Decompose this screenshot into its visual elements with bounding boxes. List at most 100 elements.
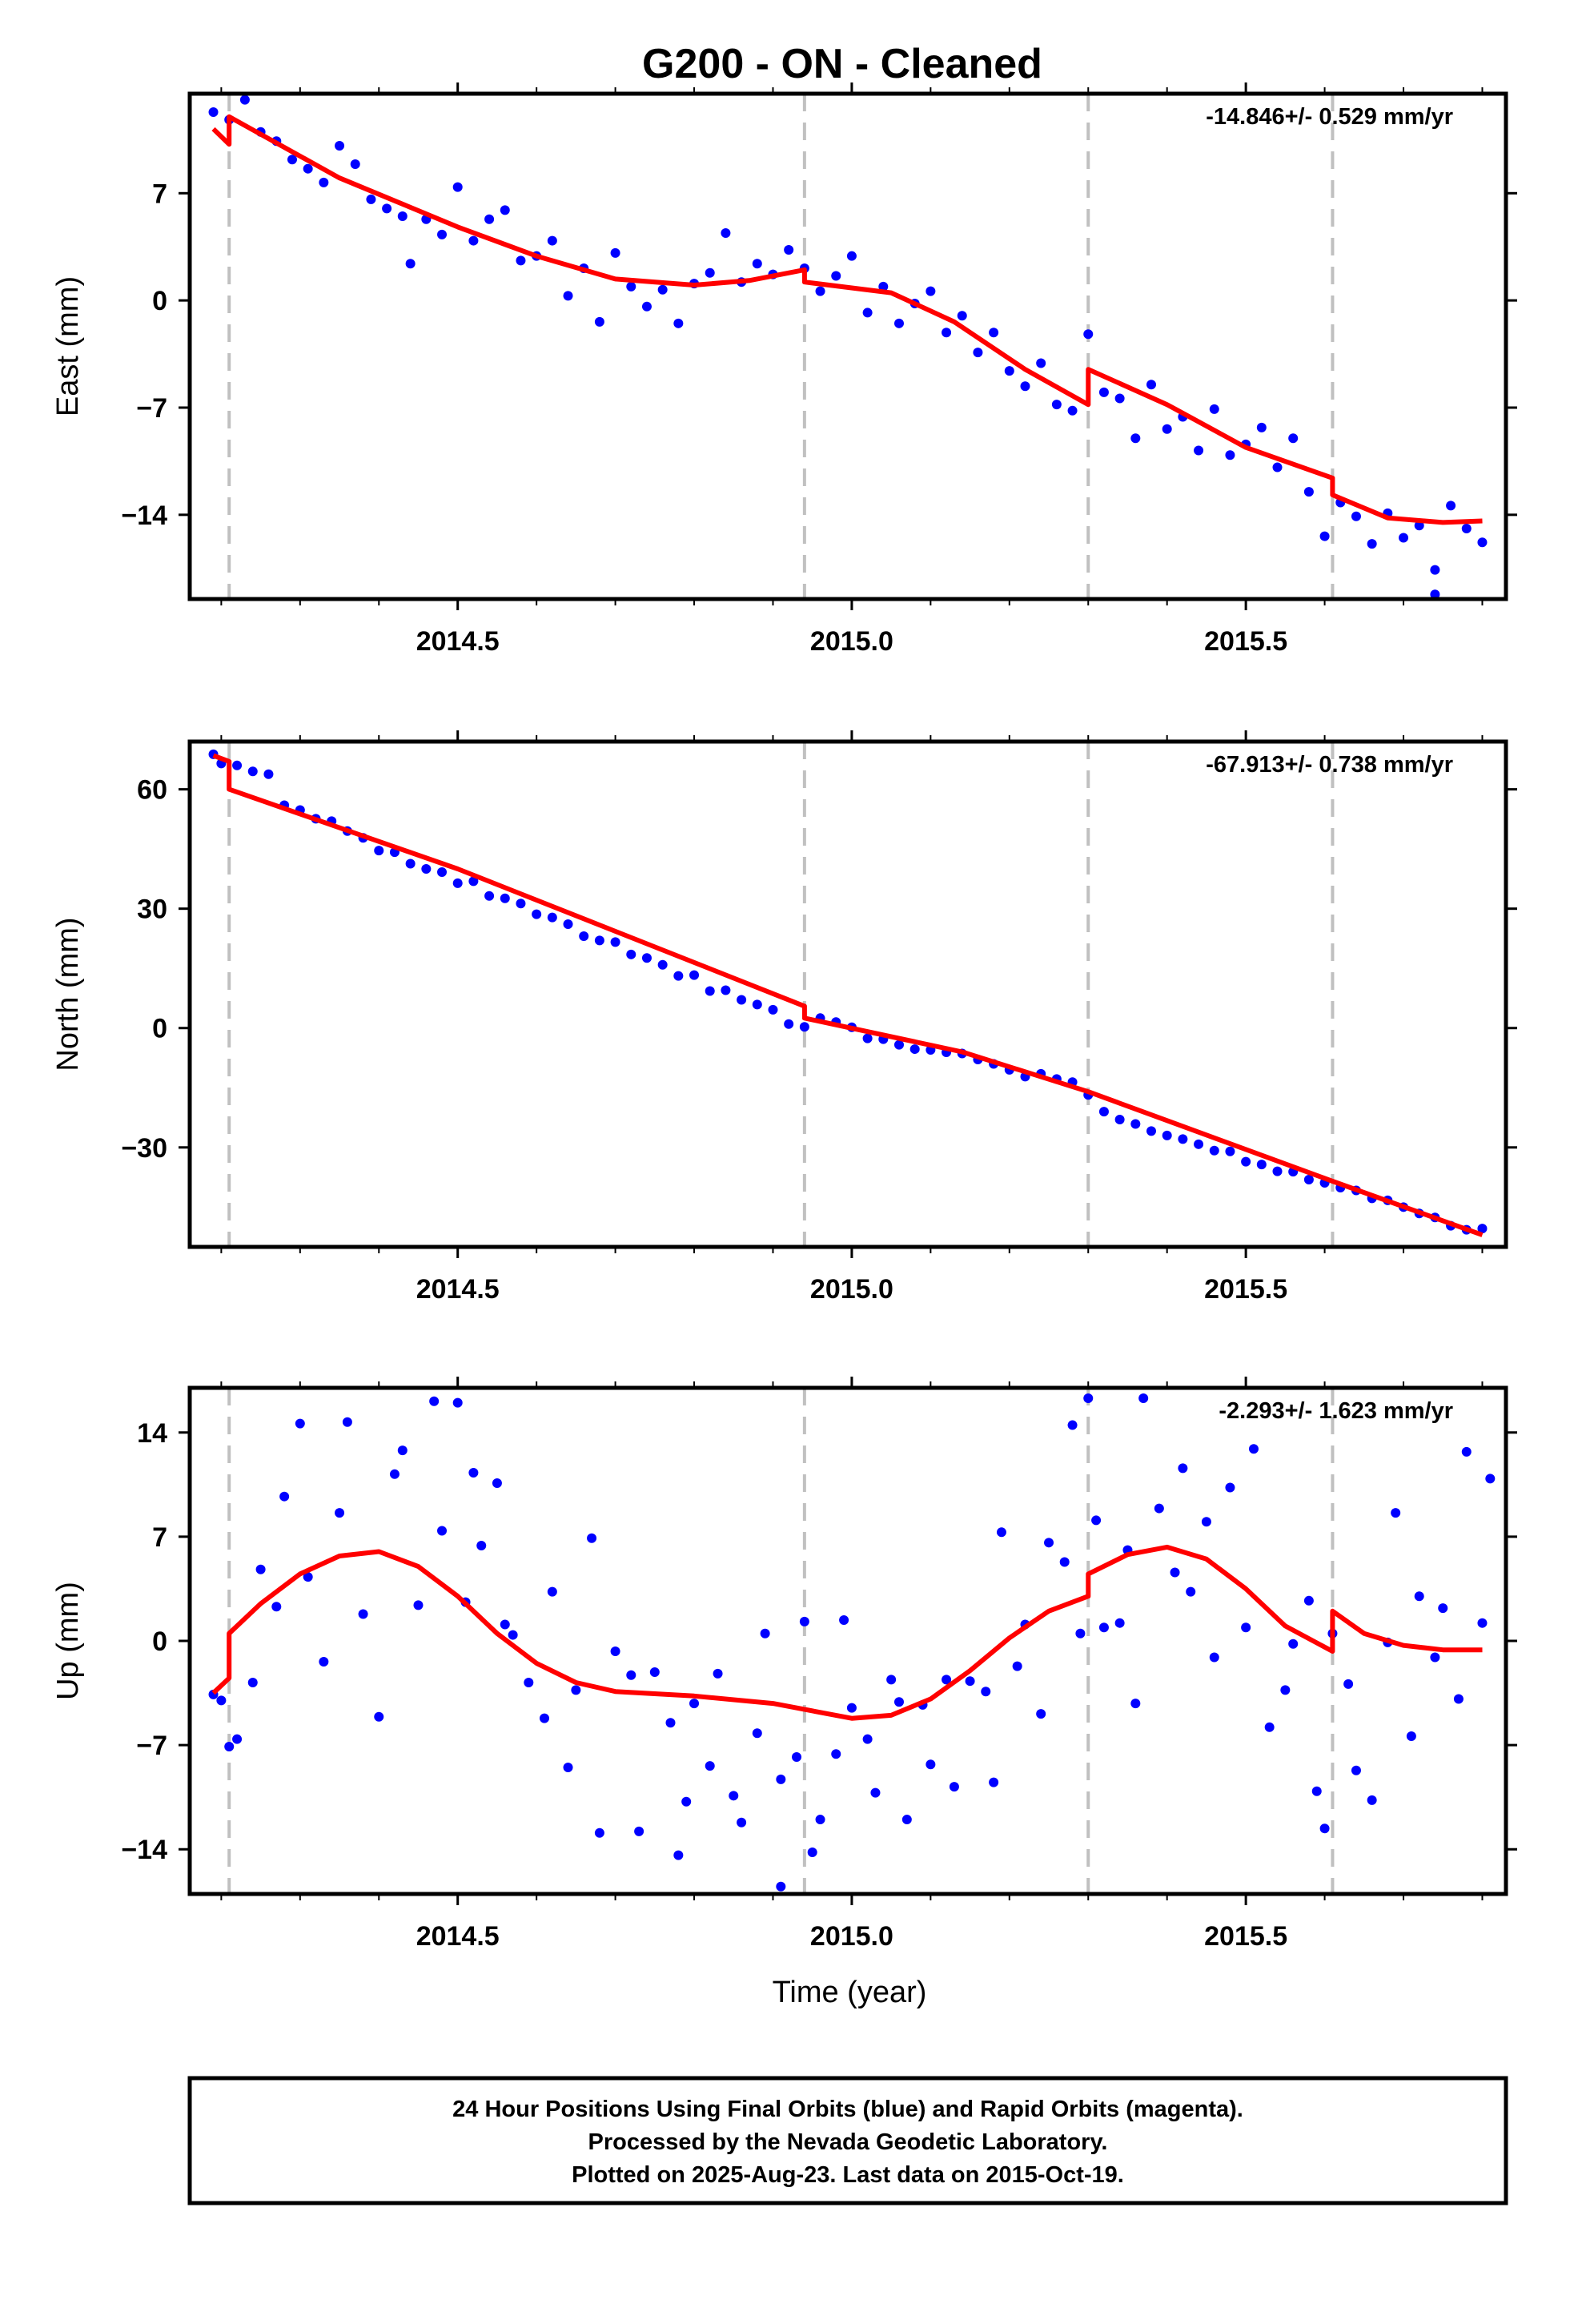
north-plot-frame bbox=[187, 739, 1508, 1249]
up-data-point-45 bbox=[737, 1817, 747, 1827]
up-data-point-8 bbox=[295, 1418, 305, 1429]
up-y-tick-label-m14: −14 bbox=[121, 1835, 167, 1865]
east-data-point-48 bbox=[957, 311, 967, 321]
up-data-point-90 bbox=[1225, 1482, 1235, 1493]
east-data-point-7 bbox=[319, 177, 329, 187]
up-data-point-79 bbox=[1098, 1622, 1109, 1633]
up-data-point-24 bbox=[492, 1478, 502, 1488]
east-data-point-76 bbox=[1399, 533, 1409, 543]
north-data-point-67 bbox=[1256, 1160, 1267, 1170]
up-data-point-57 bbox=[862, 1734, 873, 1744]
north-data-point-32 bbox=[705, 986, 715, 996]
up-data-point-12 bbox=[342, 1417, 352, 1427]
up-data-point-5 bbox=[255, 1564, 266, 1574]
up-rate-label: -2.293+/- 1.623 mm/yr bbox=[1219, 1398, 1453, 1424]
east-y-tick-label-m7: −7 bbox=[136, 393, 167, 424]
north-data-point-14 bbox=[421, 863, 432, 874]
up-data-point-31 bbox=[571, 1685, 581, 1695]
up-event-lines bbox=[227, 1388, 1335, 1894]
north-y-tick-label-m30: −30 bbox=[121, 1133, 167, 1164]
east-data-point-61 bbox=[1162, 424, 1172, 434]
up-data-point-111 bbox=[1477, 1618, 1488, 1628]
up-data-point-17 bbox=[413, 1600, 424, 1610]
up-data-point-70 bbox=[1012, 1661, 1022, 1671]
up-data-point-107 bbox=[1430, 1652, 1440, 1663]
east-data-point-29 bbox=[657, 284, 668, 295]
up-data-point-15 bbox=[389, 1469, 400, 1479]
east-data-point-56 bbox=[1083, 329, 1094, 340]
north-data-point-57 bbox=[1098, 1107, 1109, 1117]
east-data-point-9 bbox=[350, 159, 360, 169]
up-data-point-42 bbox=[705, 1761, 715, 1771]
east-data-point-44 bbox=[893, 318, 904, 328]
east-panel: -14.846+/- 0.529 mm/yr East (mm) 7 0 −7 −14… bbox=[51, 82, 1517, 657]
up-data-point-80 bbox=[1114, 1618, 1125, 1628]
east-data-point-60 bbox=[1146, 380, 1157, 390]
north-data-point-18 bbox=[484, 891, 495, 901]
up-data-point-27 bbox=[524, 1678, 534, 1688]
east-y-tick-label-m14: −14 bbox=[121, 501, 167, 531]
east-data-point-32 bbox=[705, 267, 715, 278]
north-data-point-11 bbox=[374, 846, 384, 856]
up-panel: -2.293+/- 1.623 mm/yr Up (mm) 1470−7−14 … bbox=[51, 1377, 1517, 1952]
up-data-point-64 bbox=[942, 1675, 952, 1685]
up-data-point-39 bbox=[673, 1850, 684, 1860]
north-data-point-15 bbox=[437, 866, 448, 877]
north-model-fit-line bbox=[212, 753, 1484, 1237]
up-data-point-56 bbox=[846, 1703, 857, 1713]
east-data-point-16 bbox=[452, 182, 463, 192]
north-data-point-24 bbox=[579, 931, 589, 941]
up-data-point-16 bbox=[397, 1445, 408, 1456]
up-data-point-33 bbox=[594, 1827, 604, 1838]
north-data-point-34 bbox=[737, 995, 747, 1005]
up-data-point-30 bbox=[563, 1763, 573, 1772]
east-y-tick-labels: 7 0 −7 −14 bbox=[121, 179, 167, 531]
east-data-point-40 bbox=[831, 271, 841, 281]
east-data-point-46 bbox=[926, 286, 936, 296]
north-event-lines bbox=[227, 742, 1335, 1247]
north-data-point-3 bbox=[247, 766, 258, 777]
up-data-point-54 bbox=[831, 1749, 841, 1759]
x-axis-label: Time (year) bbox=[773, 1976, 927, 2009]
east-data-point-69 bbox=[1288, 433, 1299, 444]
north-x-tick-labels: 2014.5 2015.0 2015.5 bbox=[416, 1274, 1287, 1305]
up-data-point-94 bbox=[1280, 1685, 1291, 1695]
up-data-point-72 bbox=[1036, 1709, 1046, 1719]
east-data-point-74 bbox=[1367, 539, 1377, 549]
up-data-point-100 bbox=[1343, 1679, 1354, 1689]
east-data-point-37 bbox=[784, 245, 794, 255]
up-data-point-74 bbox=[1059, 1557, 1070, 1567]
north-data-point-68 bbox=[1272, 1166, 1283, 1176]
up-data-point-6 bbox=[271, 1602, 282, 1612]
up-data-point-14 bbox=[374, 1711, 384, 1722]
north-y-axis-label: North (mm) bbox=[51, 917, 85, 1071]
north-data-points bbox=[208, 749, 1488, 1235]
up-x-tick-labels: 2014.5 2015.0 2015.5 bbox=[416, 1921, 1287, 1952]
footer-line-1: 24 Hour Positions Using Final Orbits (bl… bbox=[452, 2097, 1243, 2122]
up-data-point-19 bbox=[437, 1526, 448, 1536]
up-data-point-13 bbox=[358, 1609, 368, 1619]
east-data-point-51 bbox=[1004, 366, 1014, 376]
up-data-point-108 bbox=[1438, 1603, 1448, 1614]
up-data-point-101 bbox=[1351, 1765, 1361, 1775]
east-data-point-70 bbox=[1303, 487, 1314, 497]
up-data-point-91 bbox=[1241, 1622, 1251, 1633]
east-event-lines bbox=[227, 94, 1335, 599]
up-data-point-53 bbox=[815, 1815, 825, 1825]
up-data-point-47 bbox=[760, 1628, 770, 1638]
east-data-point-23 bbox=[563, 291, 573, 301]
east-x-tick-label-2015: 2015.0 bbox=[810, 626, 893, 657]
east-data-point-39 bbox=[815, 286, 825, 296]
east-data-point-78 bbox=[1430, 565, 1440, 575]
east-plot-frame bbox=[187, 91, 1508, 601]
up-data-point-105 bbox=[1406, 1731, 1416, 1741]
up-data-point-109 bbox=[1453, 1694, 1464, 1704]
up-data-point-2 bbox=[224, 1741, 235, 1751]
east-data-point-10 bbox=[366, 194, 376, 204]
east-data-point-41 bbox=[846, 251, 857, 261]
chart-title: G200 - ON - Cleaned bbox=[642, 41, 1042, 87]
north-data-point-36 bbox=[768, 1004, 778, 1015]
up-data-point-84 bbox=[1154, 1503, 1164, 1514]
east-data-point-26 bbox=[610, 247, 620, 258]
east-data-point-5 bbox=[287, 155, 297, 165]
